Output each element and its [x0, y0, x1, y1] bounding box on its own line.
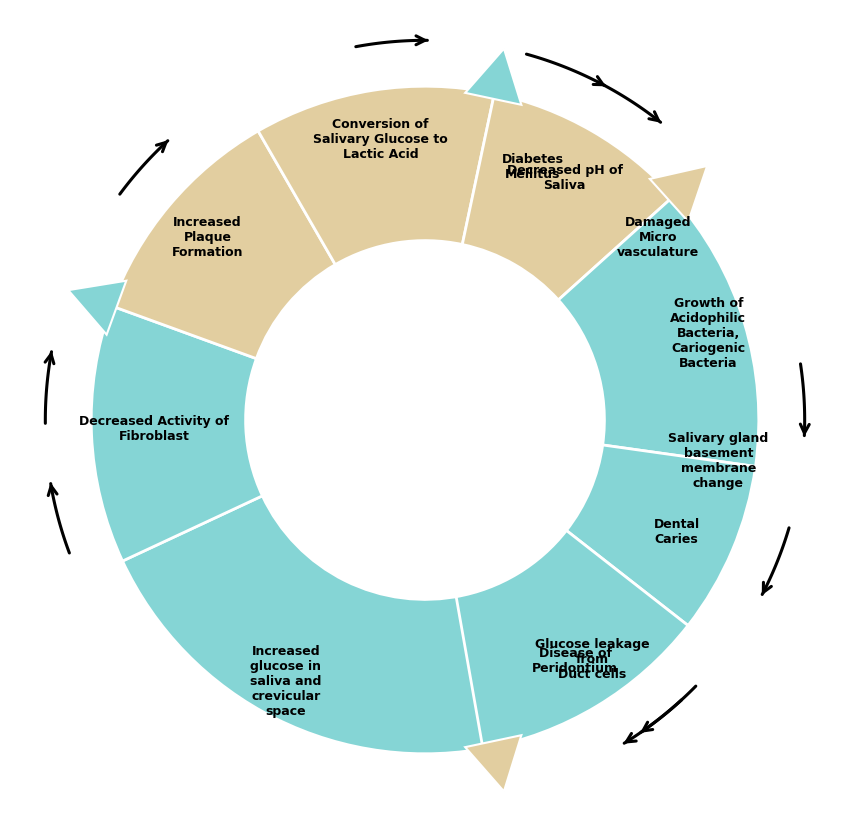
Wedge shape — [462, 510, 714, 747]
Text: Dental
Caries: Dental Caries — [654, 518, 700, 546]
Wedge shape — [122, 496, 495, 753]
Wedge shape — [581, 333, 759, 587]
Wedge shape — [528, 147, 747, 374]
Text: Conversion of
Salivary Glucose to
Lactic Acid: Conversion of Salivary Glucose to Lactic… — [314, 118, 448, 161]
Wedge shape — [566, 445, 756, 626]
Polygon shape — [649, 166, 707, 222]
Wedge shape — [558, 197, 759, 466]
Text: Salivary gland
basement
membrane
change: Salivary gland basement membrane change — [668, 433, 768, 491]
Text: Growth of
Acidophilic
Bacteria,
Cariogenic
Bacteria: Growth of Acidophilic Bacteria, Cariogen… — [671, 297, 746, 370]
Text: Disease of
Peridontium: Disease of Peridontium — [532, 647, 618, 675]
Text: Decreased pH of
Saliva: Decreased pH of Saliva — [507, 164, 623, 192]
Wedge shape — [462, 93, 673, 300]
Text: Increased
Plaque
Formation: Increased Plaque Formation — [172, 216, 243, 259]
Text: Increased
glucose in
saliva and
crevicular
space: Increased glucose in saliva and crevicul… — [250, 645, 321, 718]
Polygon shape — [465, 49, 521, 105]
Wedge shape — [456, 530, 688, 748]
Wedge shape — [462, 93, 616, 273]
Polygon shape — [465, 735, 521, 791]
Wedge shape — [258, 87, 495, 265]
Polygon shape — [68, 281, 127, 334]
Text: Glucose leakage
from
Duct cells: Glucose leakage from Duct cells — [536, 638, 650, 680]
Wedge shape — [91, 306, 263, 561]
Text: Decreased Activity of
Fibroblast: Decreased Activity of Fibroblast — [79, 416, 229, 444]
Wedge shape — [111, 131, 335, 359]
Circle shape — [250, 244, 600, 596]
Text: Damaged
Micro
vasculature: Damaged Micro vasculature — [617, 216, 700, 259]
Text: Diabetes
Mellitus: Diabetes Mellitus — [502, 153, 564, 181]
